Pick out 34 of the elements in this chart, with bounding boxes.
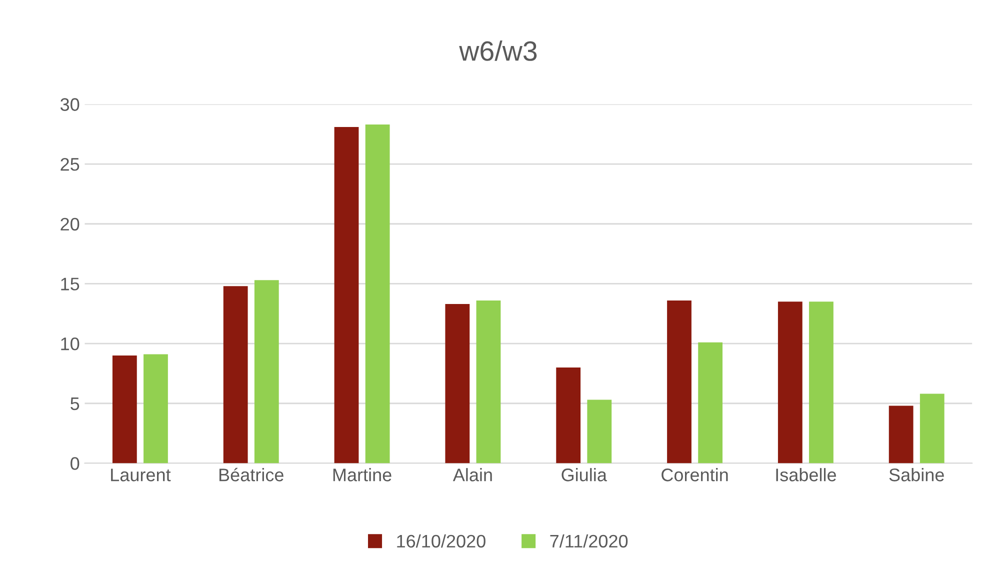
x-tick-label: Corentin — [662, 468, 728, 482]
bar — [144, 354, 168, 464]
bar — [698, 342, 723, 464]
x-tick-label: Isabelle — [776, 468, 836, 482]
bar — [556, 367, 581, 464]
x-tick-label: Martine — [333, 468, 392, 482]
bar — [888, 406, 914, 464]
bar — [667, 300, 692, 464]
bar — [223, 286, 248, 464]
y-tick-label: 20 — [60, 218, 80, 231]
legend-label: 7/11/2020 — [550, 534, 628, 548]
bar — [254, 280, 279, 464]
y-tick-label: 10 — [61, 337, 80, 350]
legend-label: 16/10/2020 — [397, 534, 486, 548]
x-tick-label: Sabine — [889, 468, 944, 482]
x-tick-label: Giulia — [562, 468, 607, 482]
bar — [778, 302, 802, 464]
bar — [920, 394, 944, 464]
y-tick-label: 0 — [70, 457, 80, 470]
y-tick-label: 15 — [61, 278, 80, 290]
x-tick-label: Laurent — [111, 468, 171, 482]
bar — [112, 356, 137, 464]
bar — [334, 126, 359, 464]
y-tick-label: 5 — [70, 397, 80, 410]
x-tick-label: Béatrice — [219, 468, 284, 482]
bar — [445, 304, 470, 464]
bar — [809, 302, 834, 464]
bar — [476, 300, 501, 464]
bar — [365, 124, 390, 464]
y-tick-label: 30 — [60, 98, 80, 111]
chart-title: w6/w3 — [459, 40, 537, 61]
bar — [587, 400, 612, 464]
y-tick-label: 25 — [60, 158, 80, 171]
x-tick-label: Alain — [452, 468, 492, 482]
